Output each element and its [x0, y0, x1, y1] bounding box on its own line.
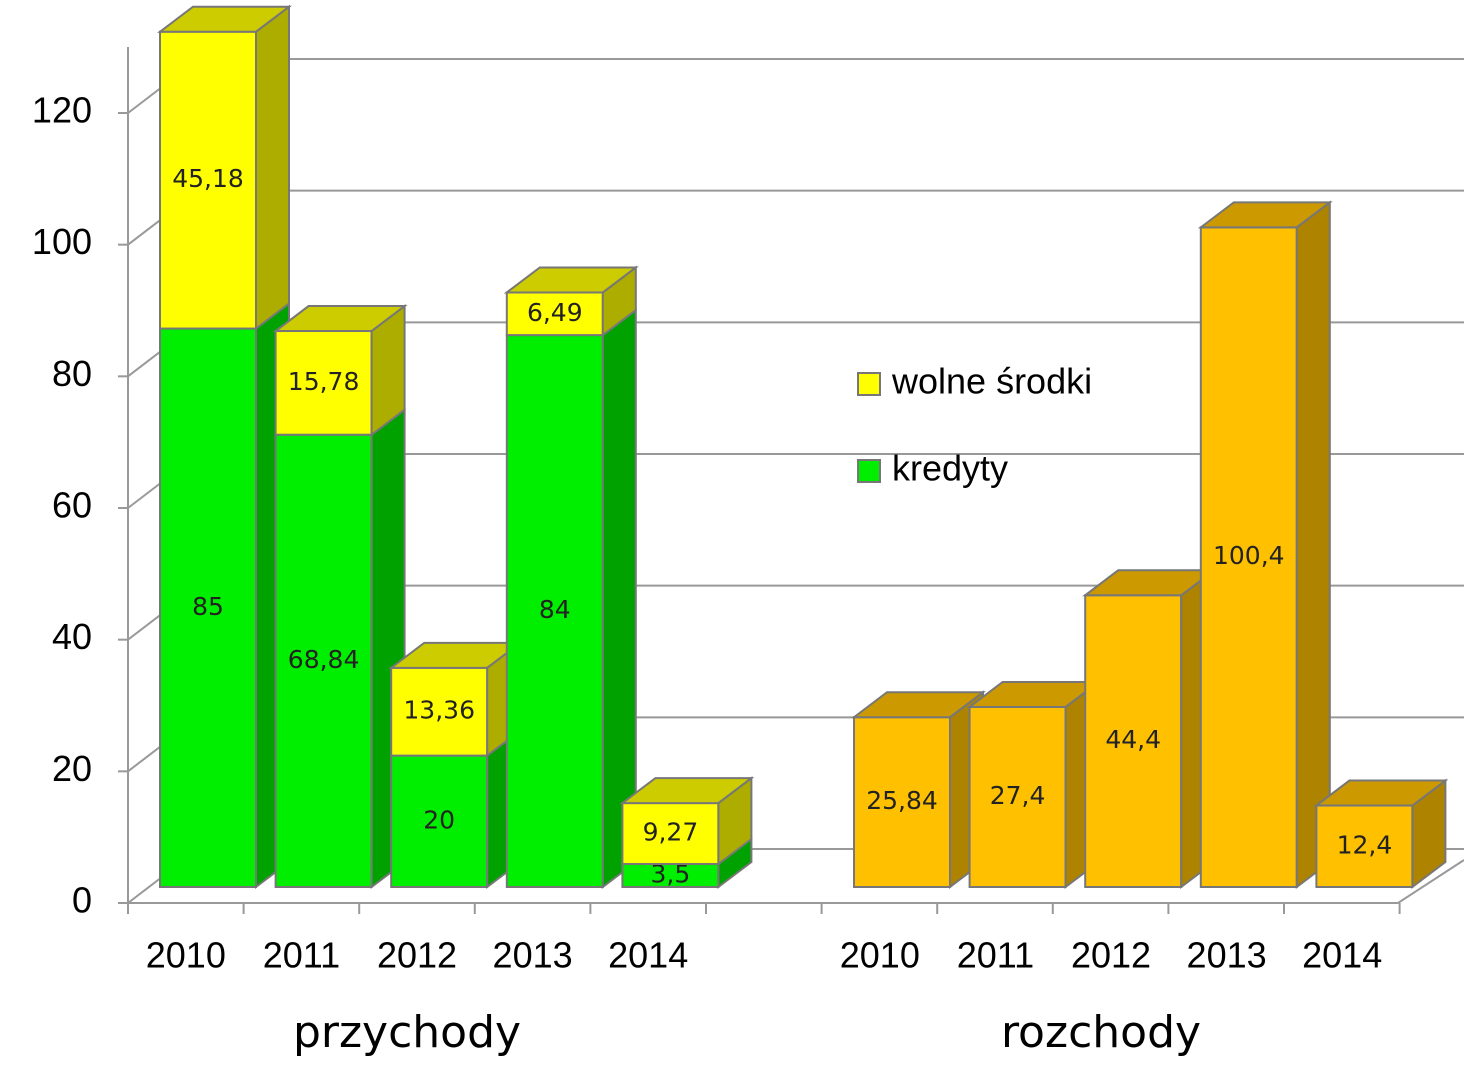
data-label: 6,49: [527, 298, 583, 327]
data-label: 100,4: [1213, 541, 1285, 570]
axis-diag: [127, 612, 163, 641]
bar-side: [1295, 200, 1331, 890]
bar-segment: [274, 330, 373, 436]
x-tick-label: 2012: [1071, 935, 1151, 976]
x-tick-label: 2014: [608, 935, 688, 976]
legend-swatch: [857, 459, 881, 483]
bar-segment: [505, 291, 604, 337]
axis-diag: [127, 744, 163, 773]
x-tick-label: 2011: [263, 935, 340, 976]
data-label: 68,84: [288, 645, 360, 674]
data-label: 27,4: [990, 781, 1046, 810]
axis-diag: [127, 217, 163, 246]
y-tick-label: 60: [52, 485, 92, 526]
x-tick-label: 2014: [1302, 935, 1382, 976]
bar-segment: [1084, 594, 1183, 888]
data-label: 84: [539, 595, 571, 624]
legend-label: kredyty: [892, 448, 1008, 489]
bar-segment: [505, 334, 604, 888]
y-tick-label: 100: [32, 221, 92, 262]
data-label: 85: [192, 592, 224, 621]
bar-top: [851, 691, 986, 719]
x-tick-label: 2012: [377, 935, 457, 976]
bar-top: [503, 266, 639, 294]
data-label: 15,78: [288, 367, 360, 396]
y-tick-label: 0: [72, 880, 92, 921]
y-tick-label: 40: [52, 616, 92, 657]
y-tick-label: 80: [52, 353, 92, 394]
y-tick-label: 20: [52, 748, 92, 789]
x-tick-label: 2010: [146, 935, 226, 976]
group-label: rozchody: [1001, 1007, 1201, 1058]
group-label: przychody: [293, 1007, 521, 1058]
bar-top: [1197, 201, 1333, 229]
bar-segment: [1199, 226, 1298, 888]
axis-diag: [127, 876, 163, 904]
bar-top: [619, 777, 755, 805]
axis-diag: [127, 481, 163, 509]
legend-label: wolne środki: [891, 361, 1092, 402]
legend-swatch: [857, 372, 881, 396]
data-label: 45,18: [172, 164, 244, 193]
x-tick-label: 2011: [957, 935, 1034, 976]
bar-segment: [853, 716, 951, 888]
x-tick-label: 2010: [840, 935, 920, 976]
x-tick-label: 2013: [1187, 935, 1267, 976]
data-label: 44,4: [1105, 725, 1161, 754]
bar-segment: [159, 327, 257, 888]
x-tick-label: 2013: [493, 935, 573, 976]
floor: [128, 859, 1464, 904]
data-label: 12,4: [1337, 830, 1393, 859]
axis-diag: [127, 349, 163, 378]
bar-segment: [390, 666, 489, 757]
bar-top: [272, 305, 408, 333]
bar-side: [255, 4, 290, 331]
data-label: 20: [423, 805, 455, 834]
bar-top: [157, 5, 292, 33]
data-label: 13,36: [403, 696, 475, 725]
bar-top: [1313, 779, 1449, 807]
bar-segment: [390, 754, 489, 889]
data-label: 9,27: [643, 818, 699, 847]
data-label: 25,84: [866, 786, 938, 815]
axis-diag: [127, 86, 163, 114]
y-tick-label: 120: [32, 90, 92, 131]
